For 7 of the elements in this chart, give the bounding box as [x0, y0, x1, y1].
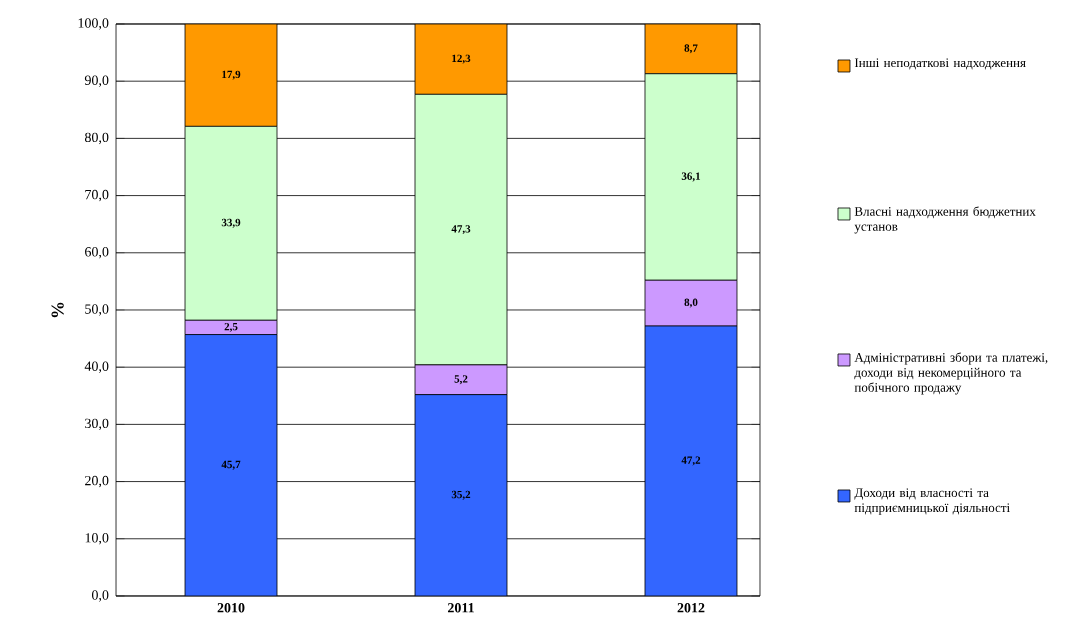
bar [184, 334, 278, 596]
bar [644, 325, 738, 596]
bar [184, 23, 278, 127]
bar [644, 23, 738, 75]
bar [414, 23, 508, 95]
y-axis-title: % [51, 302, 64, 318]
bar [414, 394, 508, 596]
